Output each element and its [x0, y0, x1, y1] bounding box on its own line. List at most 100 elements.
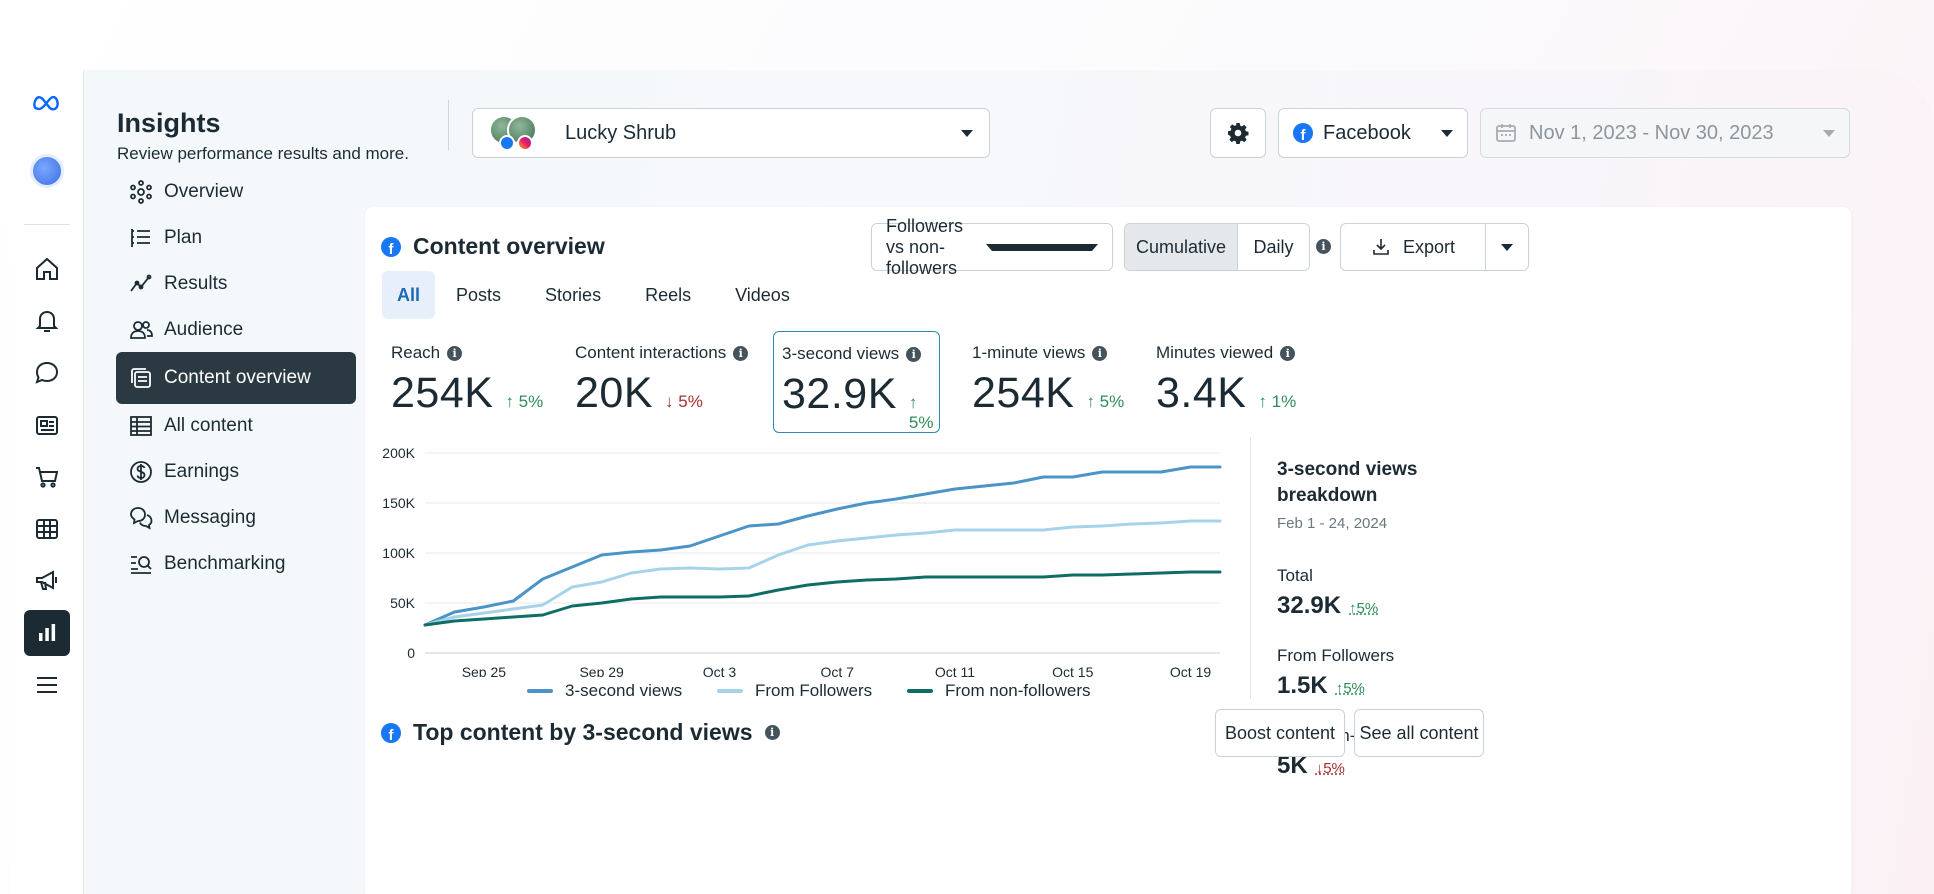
nav-item-plan[interactable]: Plan — [116, 212, 356, 264]
cumulative-daily-toggle: Cumulative Daily — [1124, 223, 1310, 271]
breakdown-change: ↑5% — [1335, 680, 1365, 697]
info-icon[interactable]: i — [1092, 345, 1108, 361]
nav-label: Results — [164, 273, 228, 294]
platform-name: Facebook — [1323, 121, 1411, 144]
metric-value: 20K — [575, 369, 654, 417]
x-tick-label: Oct 7 — [820, 664, 854, 677]
grid-icon — [130, 416, 152, 436]
metric-label: 1-minute views — [972, 343, 1086, 362]
left-rail — [10, 70, 84, 894]
legend-item[interactable]: From Followers — [717, 681, 872, 701]
breakdown-change-value: 5% — [1356, 600, 1379, 617]
info-icon[interactable]: i — [1316, 239, 1331, 254]
breakdown-change-value: 5% — [1343, 680, 1365, 697]
bell-icon[interactable] — [24, 298, 70, 344]
breakdown-change: ↓5% — [1315, 760, 1345, 777]
meta-logo-icon[interactable] — [24, 80, 70, 126]
content-tabs: All Posts Stories Reels Videos — [382, 271, 819, 319]
toggle-daily[interactable]: Daily — [1238, 224, 1309, 270]
breakdown-row-followers: From Followers 1.5K ↑5% — [1277, 646, 1497, 700]
nav-item-overview[interactable]: Overview — [116, 166, 356, 218]
chat-bubble-icon[interactable] — [24, 350, 70, 396]
network-icon — [130, 180, 152, 204]
breakdown-value: 32.9K — [1277, 592, 1342, 619]
breakdown-divider — [1250, 437, 1251, 699]
x-tick-label: Sep 29 — [579, 664, 624, 677]
metric-3-second-views[interactable]: 3-second views i 32.9K ↑ 5% — [773, 331, 940, 433]
y-tick-label: 150K — [382, 495, 415, 511]
bar-chart-icon[interactable] — [24, 610, 70, 656]
info-icon[interactable]: i — [906, 346, 922, 362]
x-tick-label: Oct 19 — [1170, 664, 1211, 677]
metric-change-value: 1% — [1271, 392, 1297, 411]
metric-content-interactions[interactable]: Content interactions i 20K ↓ 5% — [567, 331, 763, 433]
info-icon[interactable]: i — [447, 345, 463, 361]
metric-1-minute-views[interactable]: 1-minute views i 254K ↑ 5% — [964, 331, 1134, 433]
insights-app: Insights Review performance results and … — [10, 70, 1934, 894]
metric-change: ↑ 5% — [908, 393, 934, 432]
tab-posts[interactable]: Posts — [456, 284, 502, 305]
boost-content-button[interactable]: Boost content — [1215, 709, 1345, 757]
export-options-button[interactable] — [1485, 223, 1529, 271]
metric-minutes-viewed[interactable]: Minutes viewed i 3.4K ↑ 1% — [1148, 331, 1318, 433]
metric-value: 254K — [972, 369, 1075, 417]
table-icon[interactable] — [24, 506, 70, 552]
info-icon[interactable]: i — [764, 725, 780, 740]
breakdown-title: 3-second views breakdown — [1277, 459, 1418, 506]
nav-item-all-content[interactable]: All content — [116, 400, 356, 452]
menu-icon[interactable] — [24, 662, 70, 708]
info-icon[interactable]: i — [1280, 345, 1296, 361]
series-line — [423, 519, 1222, 627]
settings-button[interactable] — [1210, 108, 1266, 158]
tab-videos[interactable]: Videos — [735, 284, 790, 305]
download-icon — [1373, 239, 1389, 255]
platform-selector[interactable]: f Facebook — [1278, 108, 1468, 158]
legend-label: From non-followers — [945, 681, 1091, 700]
account-avatars — [489, 113, 543, 153]
audience-filter-dropdown[interactable]: Followers vs non-followers — [871, 216, 1113, 278]
date-range-selector[interactable]: Nov 1, 2023 - Nov 30, 2023 — [1480, 108, 1850, 158]
pages-icon[interactable] — [24, 402, 70, 448]
nav-item-earnings[interactable]: Earnings — [116, 446, 356, 498]
legend-swatch — [907, 689, 933, 693]
tab-stories[interactable]: Stories — [545, 284, 602, 305]
megaphone-icon[interactable] — [24, 558, 70, 604]
benchmark-icon — [131, 556, 152, 574]
x-tick-label: Oct 3 — [703, 664, 737, 677]
avatar[interactable] — [30, 154, 64, 188]
see-all-content-button[interactable]: See all content — [1354, 709, 1484, 757]
y-tick-label: 0 — [407, 645, 415, 661]
tab-reels[interactable]: Reels — [645, 284, 692, 305]
legend-swatch — [527, 689, 553, 693]
metric-value: 3.4K — [1156, 369, 1247, 417]
calendar-icon — [1496, 124, 1516, 142]
chevron-down-icon — [1441, 129, 1453, 137]
nav-item-audience[interactable]: Audience — [116, 304, 356, 356]
account-selector[interactable]: Lucky Shrub — [472, 108, 990, 158]
y-tick-label: 50K — [390, 595, 416, 611]
list-icon — [131, 229, 150, 247]
breakdown-value: 1.5K — [1277, 672, 1328, 699]
people-icon — [130, 321, 153, 339]
nav-item-benchmarking[interactable]: Benchmarking — [116, 538, 356, 590]
facebook-icon: f — [381, 236, 401, 257]
breakdown-row-total: Total 32.9K ↑5% — [1277, 566, 1497, 620]
content-icon — [131, 368, 151, 388]
toggle-cumulative[interactable]: Cumulative — [1125, 224, 1238, 270]
filter-label: Followers vs non-followers — [886, 215, 964, 278]
home-icon[interactable] — [24, 246, 70, 292]
breakdown-change-value: 5% — [1323, 760, 1345, 777]
breakdown-date-range: Feb 1 - 24, 2024 — [1277, 515, 1388, 532]
nav-item-results[interactable]: Results — [116, 258, 356, 310]
legend-item[interactable]: 3-second views — [527, 681, 682, 701]
nav-item-messaging[interactable]: Messaging — [116, 492, 356, 544]
nav-item-content-overview[interactable]: Content overview — [116, 352, 356, 404]
panel-title-text: Content overview — [413, 233, 605, 259]
info-icon[interactable]: i — [733, 345, 749, 361]
legend-item[interactable]: From non-followers — [907, 681, 1091, 701]
cart-icon[interactable] — [24, 454, 70, 500]
metric-change: ↓ 5% — [665, 392, 703, 411]
export-button[interactable]: Export — [1340, 223, 1486, 271]
metric-reach[interactable]: Reach i 254K ↑ 5% — [383, 331, 553, 433]
tab-all[interactable]: All — [382, 271, 436, 319]
